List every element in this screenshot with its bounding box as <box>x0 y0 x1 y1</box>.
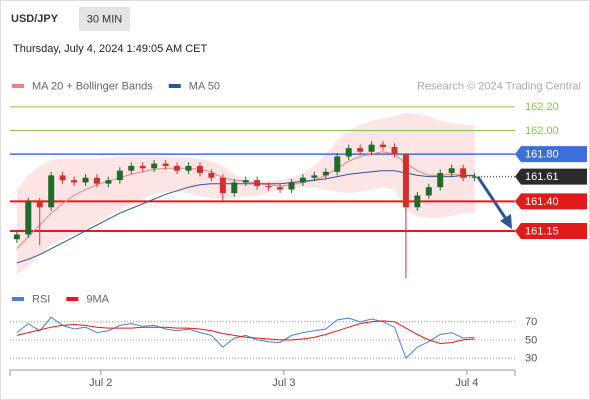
candle-body <box>82 177 89 183</box>
symbol: USD/JPY <box>11 13 59 25</box>
source: Research © 2024 Trading Central <box>417 80 581 92</box>
candle-body <box>139 165 146 169</box>
y-tick-label: 50 <box>525 334 537 346</box>
candle-body <box>334 156 341 172</box>
candle-body <box>116 170 123 181</box>
candle-body <box>93 177 100 184</box>
candle-body <box>380 144 387 148</box>
legend-swatch <box>66 297 79 301</box>
candle-body <box>402 154 409 208</box>
legend-swatch <box>12 84 24 88</box>
candle-body <box>48 175 55 208</box>
x-tick-label: Jul 2 <box>89 377 112 389</box>
forecast-arrow-head <box>500 214 512 229</box>
candle-body <box>151 163 158 169</box>
candle-body <box>162 163 169 166</box>
x-tick-label: Jul 3 <box>272 377 295 389</box>
level-label-box <box>515 193 587 210</box>
candle-body <box>414 195 421 208</box>
legend-swatch <box>168 84 181 88</box>
candle-body <box>299 177 306 183</box>
rsi-line <box>16 316 475 359</box>
candle-body <box>254 180 261 187</box>
timestamp: Thursday, July 4, 2024 1:49:05 AM CET <box>13 43 208 55</box>
candle-body <box>471 176 478 178</box>
candle-body <box>265 186 272 188</box>
forecast-arrow <box>476 176 510 223</box>
candle-body <box>368 144 375 152</box>
candle-body <box>448 168 455 174</box>
level-label-box <box>515 146 587 163</box>
legend-label: MA 20 + Bollinger Bands <box>32 80 153 92</box>
candle-body <box>59 175 66 181</box>
level-label: 161.40 <box>525 196 559 208</box>
level-label: 162.00 <box>525 125 559 137</box>
candle-body <box>208 173 215 178</box>
y-tick-label: 70 <box>525 316 537 328</box>
candle-body <box>277 187 284 190</box>
candle-body <box>128 165 135 171</box>
candle-body <box>25 201 32 235</box>
candle-body <box>219 177 226 194</box>
legend-label: RSI <box>32 293 50 305</box>
candle-body <box>185 165 192 171</box>
candle-body <box>345 148 352 157</box>
legend-label: MA 50 <box>189 80 220 92</box>
level-label: 162.20 <box>525 101 559 113</box>
candle-body <box>13 234 20 240</box>
candle-body <box>437 173 444 188</box>
level-label-box <box>515 168 587 185</box>
level-label: 161.15 <box>525 225 559 237</box>
candle-body <box>357 148 364 152</box>
candle-body <box>425 187 432 196</box>
candle-body <box>322 171 329 176</box>
candle-body <box>105 180 112 184</box>
x-tick-label: Jul 4 <box>455 377 478 389</box>
candle-body <box>196 165 203 174</box>
level-label-box <box>515 222 587 239</box>
legend-label: 9MA <box>86 293 109 305</box>
timeframe-badge[interactable] <box>79 7 130 31</box>
candle-body <box>311 175 318 178</box>
candle-body <box>231 182 238 194</box>
legend-swatch <box>12 297 24 301</box>
candle-body <box>288 182 295 190</box>
level-label: 161.80 <box>525 149 559 161</box>
candle-body <box>460 168 467 178</box>
candle-body <box>71 180 78 183</box>
candle-body <box>242 180 249 183</box>
candle-body <box>174 165 181 171</box>
candle-body <box>36 201 43 208</box>
rsi-line <box>16 320 475 345</box>
timeframe[interactable]: 30 MIN <box>87 13 123 25</box>
candle-body <box>391 147 398 155</box>
level-label: 161.61 <box>525 171 559 183</box>
y-tick-label: 30 <box>525 352 537 364</box>
